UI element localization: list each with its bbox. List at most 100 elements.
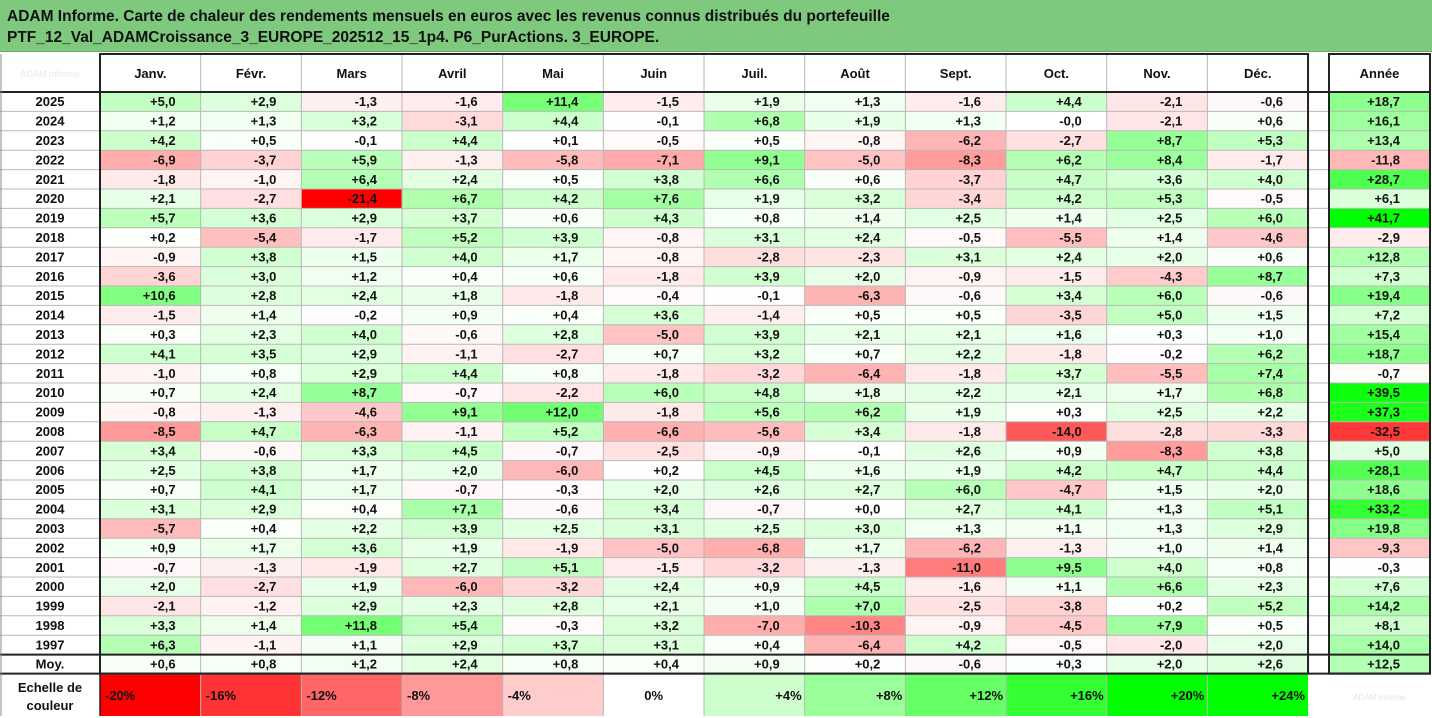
heatmap-cell <box>1106 499 1208 519</box>
heatmap-cell-value: +4,5 <box>452 443 478 458</box>
scale-swatch <box>603 674 705 716</box>
month-header-4: Mai <box>542 66 564 81</box>
heatmap-cell-value: +0,8 <box>251 366 277 381</box>
heatmap-cell-value: -2,1 <box>1160 114 1182 129</box>
heatmap-cell <box>603 635 705 655</box>
heatmap-cell <box>1106 111 1208 131</box>
heatmap-cell <box>1207 247 1309 267</box>
heatmap-cell-value: +2,5 <box>1157 405 1183 420</box>
annual-cell <box>1329 577 1430 597</box>
heatmap-cell-value: -6,0 <box>455 579 477 594</box>
heatmap-cell-value: +3,9 <box>452 521 478 536</box>
heatmap-cell-value: +5,7 <box>150 211 176 226</box>
heatmap-cell-value: +1,5 <box>1257 308 1283 323</box>
month-header-3: Avril <box>438 66 466 81</box>
heatmap-cell-value: +2,0 <box>452 463 478 478</box>
heatmap-cell-value: +2,9 <box>1257 521 1283 536</box>
heatmap-cell <box>1207 363 1309 383</box>
heatmap-cell-value: +2,9 <box>452 637 478 652</box>
heatmap-cell <box>301 227 403 248</box>
heatmap-cell-value: +10,6 <box>143 288 176 303</box>
heatmap-cell-value: -1,6 <box>455 94 477 109</box>
year-label: 2025 <box>36 94 65 109</box>
heatmap-cell <box>200 189 302 209</box>
heatmap-cell <box>502 460 604 480</box>
heatmap-cell-value: +1,4 <box>251 308 277 323</box>
heatmap-cell <box>1006 150 1107 170</box>
heatmap-cell-value: -1,8 <box>556 288 578 303</box>
heatmap-cell-value: -21,4 <box>347 191 377 206</box>
heatmap-cell-value: +3,4 <box>855 424 881 439</box>
heatmap-cell <box>1207 460 1309 480</box>
heatmap-cell-value: +0,9 <box>754 657 780 672</box>
scale-swatch <box>804 674 906 716</box>
heatmap-cell <box>704 499 805 519</box>
heatmap-cell-value: -0,6 <box>254 443 276 458</box>
heatmap-cell-value: +2,4 <box>855 230 881 245</box>
heatmap-cell-value: +2,1 <box>855 327 881 342</box>
scale-swatch <box>301 674 403 716</box>
heatmap-cell <box>603 286 705 306</box>
heatmap-cell <box>603 615 705 636</box>
heatmap-cell-value: +2,4 <box>452 172 478 187</box>
heatmap-cell <box>301 208 403 228</box>
year-label: 1998 <box>36 618 65 633</box>
month-header-5: Juin <box>640 66 667 81</box>
heatmap-cell <box>704 577 805 597</box>
heatmap-cell <box>905 480 1007 500</box>
heatmap-cell-value: +0,5 <box>553 172 579 187</box>
heatmap-cell <box>704 247 805 267</box>
heatmap-cell <box>200 92 302 112</box>
heatmap-cell <box>704 441 805 461</box>
heatmap-cell <box>402 130 503 151</box>
heatmap-cell-value: -1,8 <box>657 405 679 420</box>
heatmap-cell-value: +3,1 <box>955 249 981 264</box>
heatmap-cell-value: +1,9 <box>351 579 377 594</box>
heatmap-cell <box>301 654 403 674</box>
heatmap-cell-value: +3,7 <box>452 211 478 226</box>
heatmap-cell <box>603 441 705 461</box>
heatmap-cell <box>100 150 201 170</box>
annual-cell <box>1329 596 1430 616</box>
year-label: 2005 <box>36 482 65 497</box>
heatmap-cell <box>1207 596 1309 616</box>
heatmap-cell-value: +3,1 <box>150 502 176 517</box>
heatmap-cell <box>100 615 201 636</box>
heatmap-cell <box>603 208 705 228</box>
heatmap-cell-value: +0,4 <box>754 637 780 652</box>
heatmap-cell <box>100 654 201 674</box>
heatmap-cell-value: +2,2 <box>1257 405 1283 420</box>
corner-watermark: ADAM Informe <box>20 69 79 79</box>
heatmap-cell <box>1106 480 1208 500</box>
heatmap-cell <box>100 577 201 597</box>
heatmap-cell-value: +2,7 <box>955 502 981 517</box>
annual-cell-value: +12,8 <box>1367 249 1400 264</box>
heatmap-cell-value: -3,7 <box>254 152 276 167</box>
heatmap-cell-value: +0,2 <box>1157 599 1183 614</box>
heatmap-cell-value: -10,3 <box>851 618 881 633</box>
heatmap-cell <box>1106 654 1208 674</box>
heatmap-cell <box>804 557 906 577</box>
scale-label: +8% <box>876 688 903 703</box>
heatmap-cell-value: +7,4 <box>1257 366 1283 381</box>
heatmap-cell-value: -1,8 <box>657 366 679 381</box>
heatmap-cell-value: +1,4 <box>1157 230 1183 245</box>
heatmap-cell-value: +2,8 <box>553 599 579 614</box>
heatmap-cell-value: +2,0 <box>1157 249 1183 264</box>
heatmap-cell-value: +4,2 <box>150 133 176 148</box>
heatmap-cell-value: +1,0 <box>1257 327 1283 342</box>
heatmap-cell-value: +6,8 <box>1257 385 1283 400</box>
heatmap-cell <box>1106 189 1208 209</box>
heatmap-cell <box>1106 460 1208 480</box>
heatmap-cell-value: +1,1 <box>351 637 377 652</box>
heatmap-cell <box>402 208 503 228</box>
heatmap-cell-value: +2,5 <box>1157 211 1183 226</box>
heatmap-cell-value: +6,4 <box>351 172 377 187</box>
heatmap-cell-value: -4,7 <box>1059 482 1081 497</box>
heatmap-cell-value: +4,1 <box>251 482 277 497</box>
heatmap-cell <box>905 189 1007 209</box>
heatmap-cell-value: +4,1 <box>1056 502 1082 517</box>
heatmap-cell <box>1106 518 1208 539</box>
heatmap-cell <box>804 150 906 170</box>
heatmap-cell <box>200 538 302 558</box>
